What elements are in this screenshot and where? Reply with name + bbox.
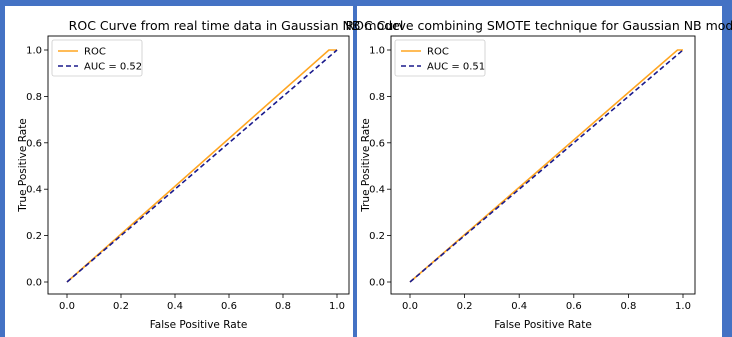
x-axis-label: False Positive Rate <box>494 319 592 331</box>
legend-label: ROC <box>427 47 449 58</box>
x-tick-label: 0.6 <box>221 301 237 312</box>
legend-box <box>51 39 143 77</box>
y-tick-label: 0.6 <box>369 138 385 149</box>
auc-diagonal-line <box>66 49 338 283</box>
frame-top-border <box>0 0 732 6</box>
legend-label: AUC = 0.51 <box>427 62 485 73</box>
x-tick-label: 0.8 <box>275 301 291 312</box>
frame-left-border <box>0 0 5 337</box>
chart-title: ROC Curve from real time data in Gaussia… <box>69 18 404 33</box>
legend-label: ROC <box>84 47 106 58</box>
y-tick-label: 0.0 <box>26 278 42 289</box>
y-axis-label: True Positive Rate <box>360 118 372 213</box>
x-tick-label: 0.2 <box>113 301 129 312</box>
y-tick-label: 0.6 <box>26 138 42 149</box>
y-tick-label: 0.8 <box>369 92 385 103</box>
y-tick-label: 0.2 <box>369 231 385 242</box>
frame-divider <box>353 0 357 337</box>
y-tick-label: 1.0 <box>26 46 42 57</box>
x-tick-label: 0.6 <box>566 301 582 312</box>
x-tick-label: 1.0 <box>675 301 691 312</box>
x-tick-label: 0.2 <box>457 301 473 312</box>
x-tick-label: 0.4 <box>511 301 527 312</box>
roc-curve-line <box>409 49 683 283</box>
y-tick-label: 0.0 <box>369 278 385 289</box>
y-axis-label: True Positive Rate <box>17 118 29 213</box>
y-tick-label: 0.4 <box>369 185 385 196</box>
y-tick-label: 1.0 <box>369 46 385 57</box>
chart-title: ROC Curve combining SMOTE technique for … <box>345 18 732 33</box>
x-tick-label: 0.8 <box>620 301 636 312</box>
y-tick-label: 0.2 <box>26 231 42 242</box>
x-tick-label: 0.0 <box>59 301 75 312</box>
x-tick-label: 0.4 <box>167 301 183 312</box>
x-tick-label: 1.0 <box>329 301 345 312</box>
roc-curve-line <box>66 49 337 283</box>
y-tick-label: 0.8 <box>26 92 42 103</box>
y-tick-label: 0.4 <box>26 185 42 196</box>
legend-box <box>394 39 486 77</box>
x-tick-label: 0.0 <box>402 301 418 312</box>
frame-right-border <box>722 0 732 337</box>
legend-label: AUC = 0.52 <box>84 62 142 73</box>
x-axis-label: False Positive Rate <box>150 319 248 331</box>
auc-diagonal-line <box>409 49 684 283</box>
